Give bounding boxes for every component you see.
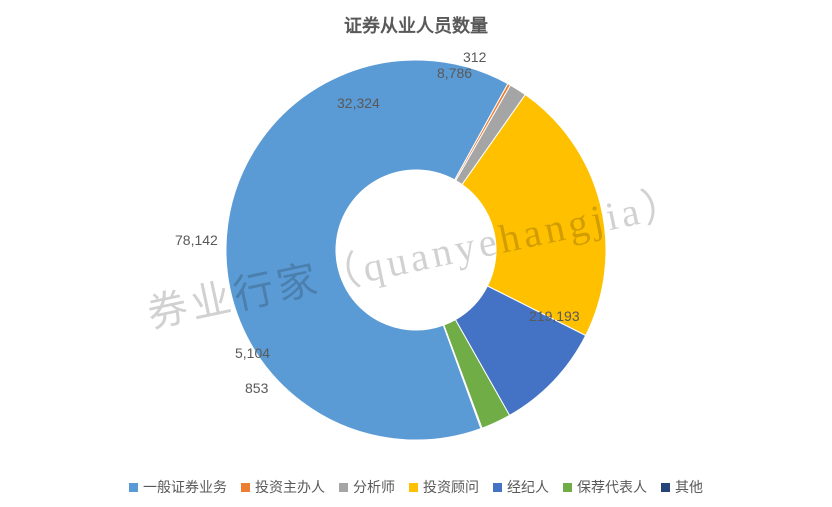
legend-swatch xyxy=(493,483,502,492)
legend-swatch xyxy=(129,483,138,492)
legend-swatch xyxy=(563,483,572,492)
data-label: 78,142 xyxy=(175,232,218,248)
legend-label: 其他 xyxy=(675,477,703,497)
legend-swatch xyxy=(409,483,418,492)
legend-item: 经纪人 xyxy=(493,477,549,497)
legend-item: 分析师 xyxy=(339,477,395,497)
legend-label: 投资顾问 xyxy=(423,477,479,497)
legend-label: 经纪人 xyxy=(507,477,549,497)
legend-label: 保荐代表人 xyxy=(577,477,647,497)
data-label: 8,786 xyxy=(437,65,472,81)
legend-swatch xyxy=(661,483,670,492)
legend-swatch xyxy=(339,483,348,492)
legend-swatch xyxy=(241,483,250,492)
legend-item: 投资主办人 xyxy=(241,477,325,497)
legend-label: 分析师 xyxy=(353,477,395,497)
legend-item: 投资顾问 xyxy=(409,477,479,497)
legend-item: 保荐代表人 xyxy=(563,477,647,497)
legend-label: 一般证券业务 xyxy=(143,477,227,497)
data-label: 32,324 xyxy=(337,95,380,111)
legend-item: 其他 xyxy=(661,477,703,497)
chart-title: 证券从业人员数量 xyxy=(0,12,832,38)
donut-chart xyxy=(0,40,832,460)
data-label: 5,104 xyxy=(235,345,270,361)
data-label: 853 xyxy=(245,380,268,396)
legend: 一般证券业务 投资主办人 分析师 投资顾问 经纪人 保荐代表人 其他 xyxy=(0,477,832,497)
legend-label: 投资主办人 xyxy=(255,477,325,497)
data-label: 312 xyxy=(463,49,486,65)
chart-container: 证券从业人员数量 219,193 853 5,104 78,142 32,324 8,78… xyxy=(0,0,832,507)
data-label: 219,193 xyxy=(529,308,580,324)
legend-item: 一般证券业务 xyxy=(129,477,227,497)
